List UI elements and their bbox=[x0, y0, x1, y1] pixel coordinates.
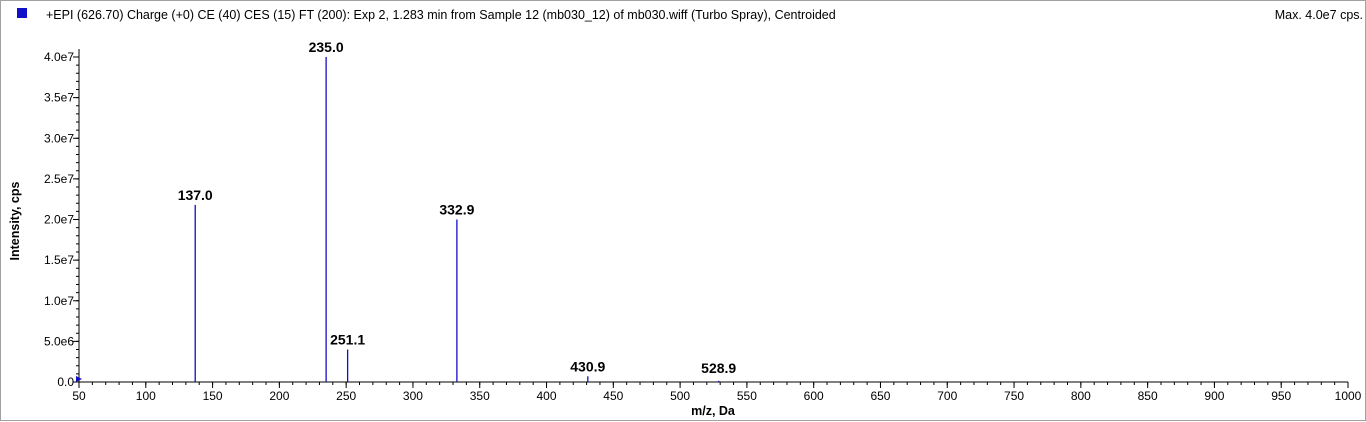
x-tick-label: 50 bbox=[72, 389, 86, 403]
y-tick-label: 1.0e7 bbox=[44, 294, 74, 308]
x-tick-label: 400 bbox=[537, 389, 557, 403]
y-tick-label: 0.0 bbox=[57, 375, 74, 389]
x-tick-label: 300 bbox=[403, 389, 423, 403]
x-tick-label: 150 bbox=[203, 389, 223, 403]
y-tick-label: 2.5e7 bbox=[44, 172, 74, 186]
x-tick-label: 200 bbox=[269, 389, 289, 403]
series-marker-icon[interactable] bbox=[17, 8, 27, 18]
y-axis-label: Intensity, cps bbox=[8, 181, 22, 260]
y-tick-label: 4.0e7 bbox=[44, 50, 74, 64]
origin-marker-icon bbox=[76, 376, 82, 382]
x-tick-label: 950 bbox=[1271, 389, 1291, 403]
peak-label: 528.9 bbox=[701, 360, 736, 376]
x-tick-label: 600 bbox=[804, 389, 824, 403]
max-intensity-label: Max. 4.0e7 cps. bbox=[1274, 8, 1363, 22]
y-tick-label: 1.5e7 bbox=[44, 253, 74, 267]
x-tick-label: 550 bbox=[737, 389, 757, 403]
x-tick-label: 650 bbox=[870, 389, 890, 403]
peak-label: 137.0 bbox=[178, 187, 213, 203]
x-tick-label: 850 bbox=[1138, 389, 1158, 403]
x-tick-label: 750 bbox=[1004, 389, 1024, 403]
y-tick-label: 2.0e7 bbox=[44, 213, 74, 227]
x-tick-label: 500 bbox=[670, 389, 690, 403]
peak-label: 430.9 bbox=[570, 358, 605, 374]
x-tick-label: 900 bbox=[1204, 389, 1224, 403]
x-tick-label: 700 bbox=[937, 389, 957, 403]
x-tick-label: 350 bbox=[470, 389, 490, 403]
y-tick-label: 3.5e7 bbox=[44, 91, 74, 105]
x-tick-label: 1000 bbox=[1335, 389, 1362, 403]
chart-peaks bbox=[194, 57, 720, 382]
chart-axes: 50 100 150 200 250 300 350 400 450 500 550 600 650 70… bbox=[44, 49, 1362, 403]
peak-label: 235.0 bbox=[309, 39, 344, 55]
spectrum-header: +EPI (626.70) Charge (+0) CE (40) CES (1… bbox=[1, 1, 1366, 27]
peak-label: 332.9 bbox=[439, 202, 474, 218]
spectrum-title: +EPI (626.70) Charge (+0) CE (40) CES (1… bbox=[46, 8, 836, 22]
x-tick-label: 450 bbox=[603, 389, 623, 403]
x-axis-label: m/z, Da bbox=[691, 404, 736, 418]
x-tick-label: 250 bbox=[336, 389, 356, 403]
y-tick-label: 5.0e6 bbox=[44, 334, 74, 348]
x-tick-label: 800 bbox=[1071, 389, 1091, 403]
chart-peak-labels: 137.0 235.0 251.1 332.9 430.9 528.9 bbox=[178, 39, 737, 376]
peak-label: 251.1 bbox=[330, 332, 365, 348]
y-tick-label: 3.0e7 bbox=[44, 131, 74, 145]
x-tick-label: 100 bbox=[136, 389, 156, 403]
